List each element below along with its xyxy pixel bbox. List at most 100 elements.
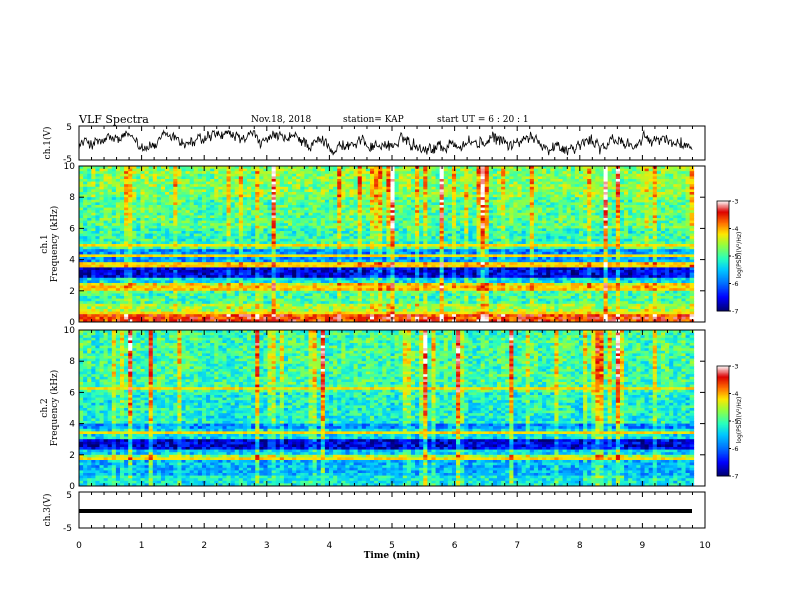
spectrogram-cell <box>132 223 137 227</box>
spectrogram-cell <box>144 223 150 227</box>
spectrogram-cell <box>337 176 342 180</box>
spectrogram-cell <box>632 189 637 193</box>
spectrogram-cell <box>259 238 264 242</box>
spectrogram-cell <box>410 212 416 216</box>
spectrogram-cell <box>640 197 645 201</box>
spectrogram-cell <box>525 184 531 188</box>
spectrogram-cell <box>640 228 645 232</box>
spectrogram-cell <box>513 166 518 169</box>
spectrogram-cell <box>165 168 170 172</box>
spectrogram-cell <box>140 184 145 188</box>
spectrogram-cell <box>365 231 371 234</box>
spectrogram-cell <box>595 176 600 180</box>
spectrogram-cell <box>193 218 199 221</box>
spectrogram-cell <box>288 207 293 211</box>
spectrogram-cell <box>390 210 395 214</box>
spectrogram-cell <box>95 244 100 247</box>
spectrogram-cell <box>189 179 195 182</box>
spectrogram-cell <box>83 220 88 224</box>
spectrogram-cell <box>415 171 420 175</box>
spectrogram-cell <box>283 179 289 182</box>
spectrogram-cell <box>341 194 346 198</box>
spectrogram-cell <box>349 225 354 229</box>
spectrogram-cell <box>83 186 88 190</box>
spectrogram-cell <box>435 223 441 227</box>
spectrogram-cell <box>91 249 96 253</box>
spectrogram-cell <box>509 166 514 169</box>
spectrogram-cell <box>624 233 629 237</box>
spectrogram-cell <box>476 166 482 169</box>
spectrogram-cell <box>431 205 436 208</box>
spectrogram-cell <box>415 228 420 232</box>
spectrogram-cell <box>640 192 645 195</box>
spectrogram-cell <box>87 199 92 203</box>
spectrogram-cell <box>255 231 260 234</box>
spectrogram-cell <box>193 210 199 214</box>
spectrogram-cell <box>423 244 428 247</box>
spectrogram-cell <box>189 173 195 177</box>
spectrogram-cell <box>369 246 375 250</box>
spectrogram-cell <box>443 236 449 240</box>
spectrogram-cell <box>374 223 379 227</box>
spectrogram-cell <box>206 207 211 211</box>
spectrogram-cell <box>210 238 215 242</box>
spectrogram-cell <box>480 218 486 221</box>
spectrogram-cell <box>107 173 113 177</box>
spectrogram-cell <box>304 166 309 169</box>
spectrogram-cell <box>275 215 281 219</box>
spectrogram-cell <box>259 189 264 193</box>
spectrogram-cell <box>79 168 84 172</box>
spectrogram-cell <box>587 179 592 182</box>
spectrogram-cell <box>247 202 252 206</box>
spectrogram-cell <box>611 236 617 240</box>
spectrogram-cell <box>255 166 260 169</box>
spectrogram-cell <box>156 231 162 234</box>
spectrogram-cell <box>206 189 211 193</box>
spectrogram-cell <box>361 218 367 221</box>
spectrogram-cell <box>251 166 256 169</box>
spectrogram-cell <box>677 171 682 175</box>
spectrogram-cell <box>488 207 494 211</box>
spectrogram-cell <box>378 184 383 188</box>
spectrogram-cell <box>177 181 182 185</box>
spectrogram-cell <box>480 223 486 227</box>
spectrogram-cell <box>615 197 621 201</box>
spectrogram-cell <box>570 199 576 203</box>
spectrogram-cell <box>492 215 498 219</box>
spectrogram-cell <box>378 244 383 247</box>
spectrogram-cell <box>632 184 637 188</box>
spectrogram-cell <box>558 218 563 221</box>
spectrogram-cell <box>160 199 166 203</box>
spectrogram-cell <box>669 205 674 208</box>
spectrogram-cell <box>312 189 318 193</box>
spectrogram-cell <box>669 207 674 211</box>
spectrogram-cell <box>263 225 268 229</box>
spectrogram-cell <box>509 228 514 232</box>
spectrogram-cell <box>99 192 104 195</box>
spectrogram-cell <box>394 215 400 219</box>
spectrogram-cell <box>546 173 551 177</box>
spectrogram-cell <box>562 179 568 182</box>
spectrogram-cell <box>587 238 592 242</box>
spectrogram-cell <box>300 181 305 185</box>
spectrogram-cell <box>91 225 96 229</box>
spectrogram-cell <box>353 199 359 203</box>
spectrogram-cell <box>476 231 482 234</box>
spectrogram-cell <box>99 166 104 169</box>
spectrogram-cell <box>435 181 441 185</box>
spectrogram-cell <box>550 176 555 180</box>
spectrogram-cell <box>427 199 432 203</box>
spectrogram-cell <box>624 231 629 234</box>
spectrogram-cell <box>583 181 588 185</box>
spectrogram-cell <box>509 231 514 234</box>
spectrogram-cell <box>570 171 576 175</box>
spectrogram-cell <box>599 233 604 237</box>
spectrogram-cell <box>156 215 162 219</box>
spectrogram-cell <box>324 228 330 232</box>
spectrogram-cell <box>169 205 174 208</box>
spectrogram-cell <box>292 231 297 234</box>
spectrogram-cell <box>124 179 129 182</box>
spectrogram-cell <box>107 228 113 232</box>
spectrogram-cell <box>533 166 539 169</box>
spectrogram-cell <box>83 176 88 180</box>
